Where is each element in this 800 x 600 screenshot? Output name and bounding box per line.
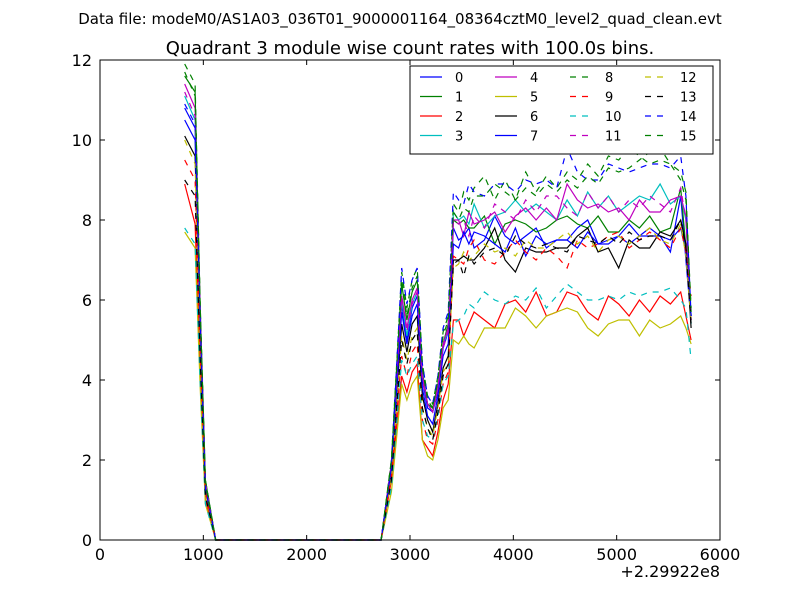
- x-offset-label: +2.29922e8: [620, 562, 720, 581]
- legend-label-14: 14: [680, 110, 697, 125]
- legend-label-12: 12: [680, 71, 697, 86]
- legend-label-9: 9: [605, 91, 613, 106]
- legend-box: [409, 65, 714, 155]
- x-tick-label: 1000: [183, 545, 224, 564]
- y-tick-label: 4: [82, 371, 92, 390]
- y-tick-label: 0: [82, 531, 92, 550]
- legend-label-5: 5: [530, 91, 538, 106]
- x-tick-label: 2000: [286, 545, 327, 564]
- x-tick-label: 6000: [700, 545, 741, 564]
- y-tick-label: 8: [82, 211, 92, 230]
- legend-label-11: 11: [605, 130, 622, 145]
- y-tick-label: 10: [72, 131, 92, 150]
- legend-label-7: 7: [530, 130, 538, 145]
- legend-label-6: 6: [530, 110, 538, 125]
- legend-label-3: 3: [455, 130, 463, 145]
- x-tick-label: 3000: [390, 545, 431, 564]
- chart-title: Quadrant 3 module wise count rates with …: [166, 38, 655, 59]
- legend-label-2: 2: [455, 110, 463, 125]
- legend-label-13: 13: [680, 91, 697, 106]
- x-tick-label: 0: [95, 545, 105, 564]
- legend-label-1: 1: [455, 91, 463, 106]
- y-tick-label: 12: [72, 51, 92, 70]
- series-line-8: [184, 63, 692, 541]
- legend-label-10: 10: [605, 110, 622, 125]
- legend-label-15: 15: [680, 130, 697, 145]
- legend-label-4: 4: [530, 71, 538, 86]
- series-line-9: [184, 159, 692, 541]
- x-tick-label: 5000: [596, 545, 637, 564]
- legend-label-8: 8: [605, 71, 613, 86]
- legend-label-0: 0: [455, 71, 463, 86]
- x-tick-label: 4000: [493, 545, 534, 564]
- y-tick-label: 6: [82, 291, 92, 310]
- data-file-label: Data file: modeM0/AS1A03_036T01_90000011…: [78, 10, 722, 29]
- y-tick-label: 2: [82, 451, 92, 470]
